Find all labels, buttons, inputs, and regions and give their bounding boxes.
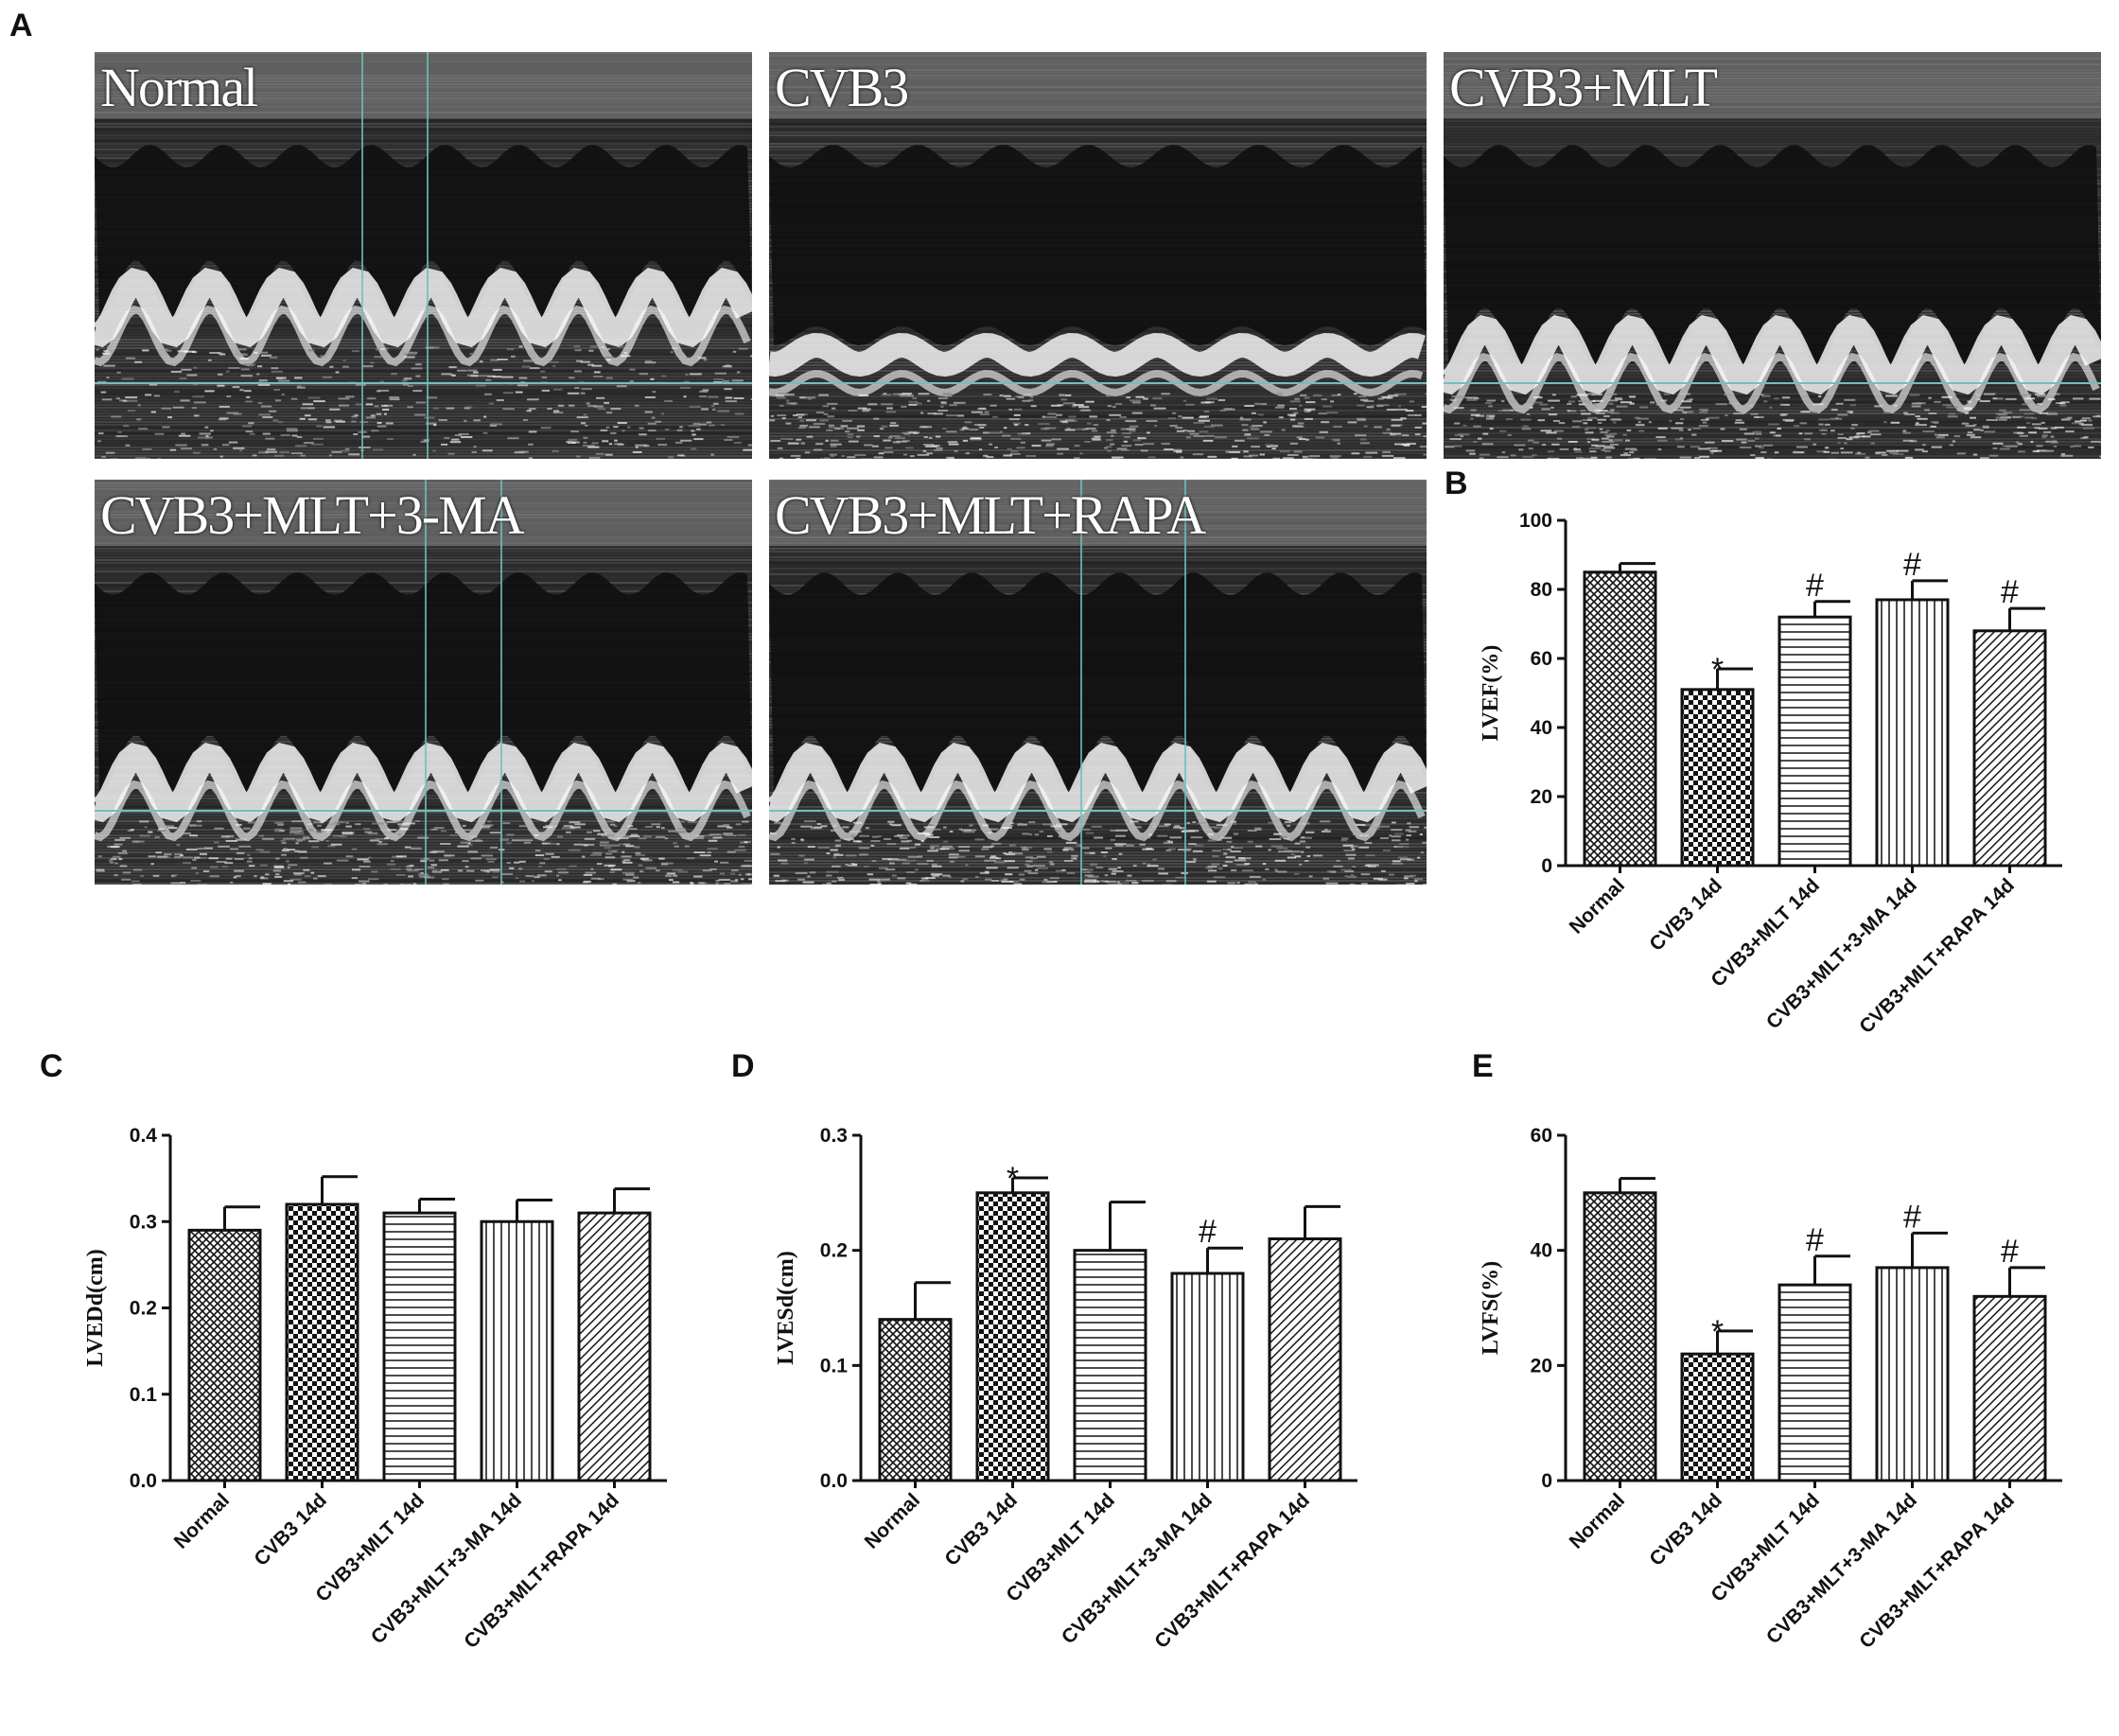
y-axis-title: LVESd(cm): [774, 1251, 798, 1364]
panel-letter-a: A: [9, 8, 33, 44]
y-tick-label: 0.1: [130, 1384, 158, 1406]
x-tick-label: CVB3 14d: [1645, 874, 1726, 956]
y-tick-label: 0.2: [130, 1298, 157, 1320]
y-tick-label: 0.2: [820, 1240, 848, 1262]
bar: [1875, 1266, 1950, 1482]
bar: [187, 1228, 262, 1482]
echo-label-cvb3-mlt-3ma: CVB3+MLT+3-MA: [100, 484, 525, 546]
significance-marker: #: [1903, 547, 1921, 583]
bar: [1073, 1249, 1147, 1482]
bar: [1778, 615, 1852, 868]
bar: [1680, 688, 1755, 868]
x-tick-label: CVB3+MLT+RAPA 14d: [460, 1489, 623, 1653]
x-tick-label: CVB3+MLT+RAPA 14d: [1855, 874, 2019, 1038]
y-tick-label: 80: [1531, 579, 1552, 601]
chart-b-lvef: LVEF(%) 0 20 40 60 80 100 Normal CVB3 14d * CVB3+M…: [1462, 492, 2114, 1107]
x-tick-label: CVB3 14d: [940, 1489, 1022, 1570]
significance-marker: *: [1711, 652, 1724, 688]
y-tick-label: 0.4: [130, 1125, 158, 1147]
y-tick-label: 0.3: [820, 1125, 848, 1147]
y-tick-label: 60: [1531, 1125, 1552, 1147]
chart-d-lvesd: LVESd(cm) 0.0 0.1 0.2 0.3 Normal CVB3 14d * CVB3…: [757, 1107, 1410, 1731]
significance-marker: #: [2001, 1234, 2019, 1270]
y-tick-label: 20: [1531, 1355, 1552, 1377]
panel-letter-e: E: [1472, 1048, 1494, 1084]
echo-image-cvb3-mlt-rapa: CVB3+MLT+RAPA: [769, 480, 1427, 885]
y-tick-label: 0.1: [820, 1355, 849, 1377]
y-axis-title: LVEDd(cm): [83, 1249, 108, 1366]
bar: [975, 1191, 1050, 1482]
bar: [1778, 1283, 1852, 1482]
echo-label-cvb3-mlt: CVB3+MLT: [1449, 57, 1718, 118]
x-tick-label: CVB3 14d: [1645, 1489, 1726, 1570]
bar: [577, 1211, 652, 1482]
bar: [1972, 629, 2047, 868]
bar: [382, 1211, 457, 1482]
significance-marker: *: [1007, 1161, 1019, 1197]
significance-marker: #: [1806, 1222, 1824, 1258]
y-tick-label: 0: [1541, 1470, 1552, 1492]
bar: [1170, 1271, 1245, 1482]
bar: [1680, 1352, 1755, 1482]
echo-trace-cvb3-mlt-rapa: [769, 480, 1427, 885]
chart-e-lvfs: LVFS(%) 0 20 40 60 Normal CVB3 14d * CVB3+MLT 14…: [1462, 1107, 2114, 1731]
bar: [480, 1219, 554, 1482]
y-tick-label: 20: [1531, 786, 1552, 808]
significance-marker: *: [1711, 1314, 1724, 1350]
significance-marker: #: [1199, 1214, 1217, 1250]
y-tick-label: 100: [1519, 510, 1552, 532]
panel-letter-c: C: [40, 1048, 63, 1084]
echo-image-cvb3: CVB3: [769, 52, 1427, 459]
panel-letter-d: D: [731, 1048, 755, 1084]
y-tick-label: 0.3: [130, 1211, 157, 1233]
significance-marker: #: [1806, 568, 1824, 604]
echo-trace-normal: [95, 52, 752, 459]
echo-image-cvb3-mlt-3ma: CVB3+MLT+3-MA: [95, 480, 752, 885]
x-tick-label: Normal: [1566, 874, 1629, 938]
y-tick-label: 0.0: [820, 1470, 848, 1492]
y-tick-label: 0.0: [130, 1470, 157, 1492]
echo-image-normal: Normal: [95, 52, 752, 459]
y-tick-label: 60: [1531, 648, 1552, 670]
x-tick-label: Normal: [861, 1489, 924, 1552]
echo-label-cvb3-mlt-rapa: CVB3+MLT+RAPA: [775, 484, 1206, 546]
bar: [1268, 1237, 1342, 1482]
chart-c-lvedd: LVEDd(cm) 0.0 0.1 0.2 0.3 0.4 Normal CVB3 14d CV…: [66, 1107, 719, 1731]
echo-image-cvb3-mlt: CVB3+MLT: [1444, 52, 2101, 459]
echo-label-cvb3: CVB3: [775, 57, 909, 118]
x-tick-label: CVB3+MLT+RAPA 14d: [1855, 1489, 2019, 1653]
significance-marker: #: [2001, 574, 2019, 610]
echo-trace-cvb3-mlt: [1444, 52, 2101, 459]
chart-b-svg: LVEF(%) 0 20 40 60 80 100 Normal CVB3 14d * CVB3+M…: [1479, 510, 2062, 1038]
echo-label-normal: Normal: [100, 57, 258, 118]
bar: [1875, 598, 1950, 868]
y-tick-label: 0: [1541, 855, 1552, 877]
y-tick-label: 40: [1531, 1240, 1552, 1262]
bar: [878, 1318, 953, 1482]
bar: [1972, 1294, 2047, 1482]
chart-c-svg: LVEDd(cm) 0.0 0.1 0.2 0.3 0.4 Normal CVB3 14d CV…: [83, 1125, 667, 1653]
bar: [1583, 1191, 1657, 1482]
chart-d-svg: LVESd(cm) 0.0 0.1 0.2 0.3 Normal CVB3 14d * CVB3…: [774, 1125, 1357, 1653]
y-axis-title: LVEF(%): [1479, 645, 1503, 742]
x-tick-label: CVB3+MLT+RAPA 14d: [1150, 1489, 1314, 1653]
x-tick-label: Normal: [170, 1489, 234, 1552]
bar: [285, 1202, 359, 1482]
x-tick-label: Normal: [1566, 1489, 1629, 1552]
bar: [1583, 570, 1657, 868]
y-tick-label: 40: [1531, 717, 1552, 739]
echo-trace-cvb3-mlt-3ma: [95, 480, 752, 885]
panel-letter-b: B: [1445, 465, 1468, 501]
y-axis-title: LVFS(%): [1479, 1261, 1503, 1355]
x-tick-label: CVB3 14d: [250, 1489, 331, 1570]
echo-trace-cvb3: [769, 52, 1427, 459]
significance-marker: #: [1903, 1199, 1921, 1235]
